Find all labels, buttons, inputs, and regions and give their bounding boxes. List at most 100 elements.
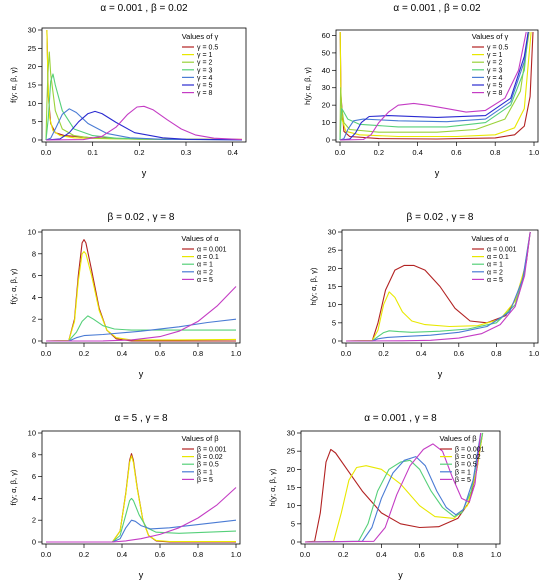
series-line-0-001 xyxy=(304,432,484,543)
y-tick-label: 10 xyxy=(328,300,336,309)
series-line-0-5 xyxy=(304,432,484,543)
x-tick-label: 0.6 xyxy=(155,349,165,358)
x-tick-label: 0.8 xyxy=(453,550,463,559)
series-line-3 xyxy=(45,73,243,141)
legend-entry-0-02: β = 0.02 xyxy=(455,454,481,461)
y-tick-label: 4 xyxy=(32,494,36,503)
series-line-1 xyxy=(304,432,482,543)
legend-entry-5: γ = 5 xyxy=(197,83,212,90)
y-tick-label: 50 xyxy=(322,48,330,57)
x-tick-label: 0.0 xyxy=(41,550,51,559)
x-tick-label: 0.2 xyxy=(374,148,384,157)
x-tick-label: 1.0 xyxy=(231,550,241,559)
y-tick-label: 20 xyxy=(28,62,36,71)
x-tick-label: 0.4 xyxy=(117,349,127,358)
x-tick-label: 0.6 xyxy=(155,550,165,559)
legend: Values of γγ = 0.5γ = 1γ = 2γ = 3γ = 4γ … xyxy=(472,32,509,97)
legend-entry-0-1: α = 0.1 xyxy=(487,254,509,261)
series-line-2 xyxy=(346,231,531,342)
panel-2: α = 0.001 , β = 0.02 0.0 0.2 0.4 0.6 0.8 1.0 0 1… xyxy=(303,3,539,178)
series-line-8 xyxy=(339,31,527,141)
y-tick-label: 5 xyxy=(291,519,295,528)
x-axis-label: y xyxy=(438,369,443,379)
legend-entry-2: γ = 2 xyxy=(197,60,212,67)
legend-entry-0-001: α = 0.001 xyxy=(487,247,517,254)
y-tick-label: 6 xyxy=(32,472,36,481)
x-tick-label: 0.4 xyxy=(227,148,237,157)
y-tick-label: 30 xyxy=(322,83,330,92)
legend-entry-1: α = 1 xyxy=(487,262,503,269)
x-tick-label: 1.0 xyxy=(491,550,501,559)
y-tick-label: 25 xyxy=(28,44,36,53)
series-line-5 xyxy=(304,432,482,543)
legend-entry-1: γ = 1 xyxy=(487,52,502,59)
x-tick-label: 0.8 xyxy=(193,349,203,358)
x-tick-label: 0.0 xyxy=(300,550,310,559)
x-tick-label: 0.6 xyxy=(414,550,424,559)
x-axis-label: y xyxy=(398,570,403,580)
plot-frame xyxy=(335,29,539,143)
y-tick-label: 8 xyxy=(32,450,36,459)
x-tick-label: 1.0 xyxy=(529,148,539,157)
y-tick-label: 25 xyxy=(328,246,336,255)
y-axis-label: f(y; α, β, γ) xyxy=(9,268,18,304)
panel-1: α = 0.001 , β = 0.02 0.0 0.1 0.2 0.3 0.4 0 5 10 1… xyxy=(9,3,247,178)
x-tick-label: 0.0 xyxy=(41,148,51,157)
panel-4: β = 0.02 , γ = 8 0.0 0.2 0.4 0.6 0.8 1.0 0 5 10 15… xyxy=(309,212,539,379)
y-tick-label: 8 xyxy=(32,249,36,258)
legend-title: Values of α xyxy=(471,234,509,243)
legend-entry-5: α = 5 xyxy=(487,277,503,284)
x-axis-label: y xyxy=(435,168,440,178)
series-line-5 xyxy=(45,286,237,342)
y-tick-label: 0 xyxy=(326,136,330,145)
legend-entry-0-5: β = 0.5 xyxy=(197,462,219,469)
chart-title: α = 0.001 , β = 0.02 xyxy=(393,3,481,14)
legend-title: Values of γ xyxy=(182,32,219,41)
chart-title: α = 5 , γ = 8 xyxy=(114,413,167,424)
y-tick-label: 30 xyxy=(328,228,336,237)
y-tick-label: 40 xyxy=(322,66,330,75)
series-line-3 xyxy=(339,31,529,141)
legend-entry-0-001: α = 0.001 xyxy=(197,247,227,254)
panel-6: α = 0.001 , γ = 8 0.0 0.2 0.4 0.6 0.8 1.0 0 5 10 1… xyxy=(268,413,501,580)
x-tick-label: 0.0 xyxy=(41,349,51,358)
y-tick-label: 0 xyxy=(291,538,295,547)
legend-entry-8: γ = 8 xyxy=(197,90,212,97)
series-line-0-5 xyxy=(46,497,237,543)
legend-title: Values of β xyxy=(439,434,477,443)
series-line-0-1 xyxy=(345,231,531,342)
y-tick-label: 5 xyxy=(332,318,336,327)
series-line-5 xyxy=(45,110,243,141)
legend-title: Values of γ xyxy=(472,32,509,41)
panel-5: α = 5 , γ = 8 0.0 0.2 0.4 0.6 0.8 1.0 0 2 4 6 8 10 y f… xyxy=(9,413,241,580)
legend-entry-0-5: γ = 0.5 xyxy=(487,45,508,52)
legend-entry-5: α = 5 xyxy=(197,277,213,284)
x-tick-label: 0.4 xyxy=(117,550,127,559)
y-axis-label: f(y; α, β, γ) xyxy=(9,469,18,505)
series-line-5 xyxy=(345,231,531,342)
legend-entry-0-001: β = 0.001 xyxy=(455,447,485,454)
y-tick-label: 10 xyxy=(322,118,330,127)
legend-entry-5: β = 5 xyxy=(455,477,471,484)
series-line-4 xyxy=(45,108,243,141)
x-tick-label: 0.6 xyxy=(451,148,461,157)
y-tick-label: 30 xyxy=(28,26,36,35)
x-axis-label: y xyxy=(142,168,147,178)
legend-title: Values of β xyxy=(181,434,219,443)
legend-entry-0-001: β = 0.001 xyxy=(197,447,227,454)
legend-entry-3: γ = 3 xyxy=(197,67,212,74)
x-tick-label: 0.8 xyxy=(491,349,501,358)
x-tick-label: 0.8 xyxy=(193,550,203,559)
series-line-4 xyxy=(339,31,529,141)
y-axis-label: f(y; α, β, γ) xyxy=(9,67,18,103)
y-tick-label: 60 xyxy=(322,31,330,40)
series-line-5 xyxy=(46,487,237,543)
chart-title: α = 0.001 , β = 0.02 xyxy=(100,3,188,14)
y-tick-label: 15 xyxy=(287,483,295,492)
legend-entry-5: γ = 5 xyxy=(487,83,502,90)
